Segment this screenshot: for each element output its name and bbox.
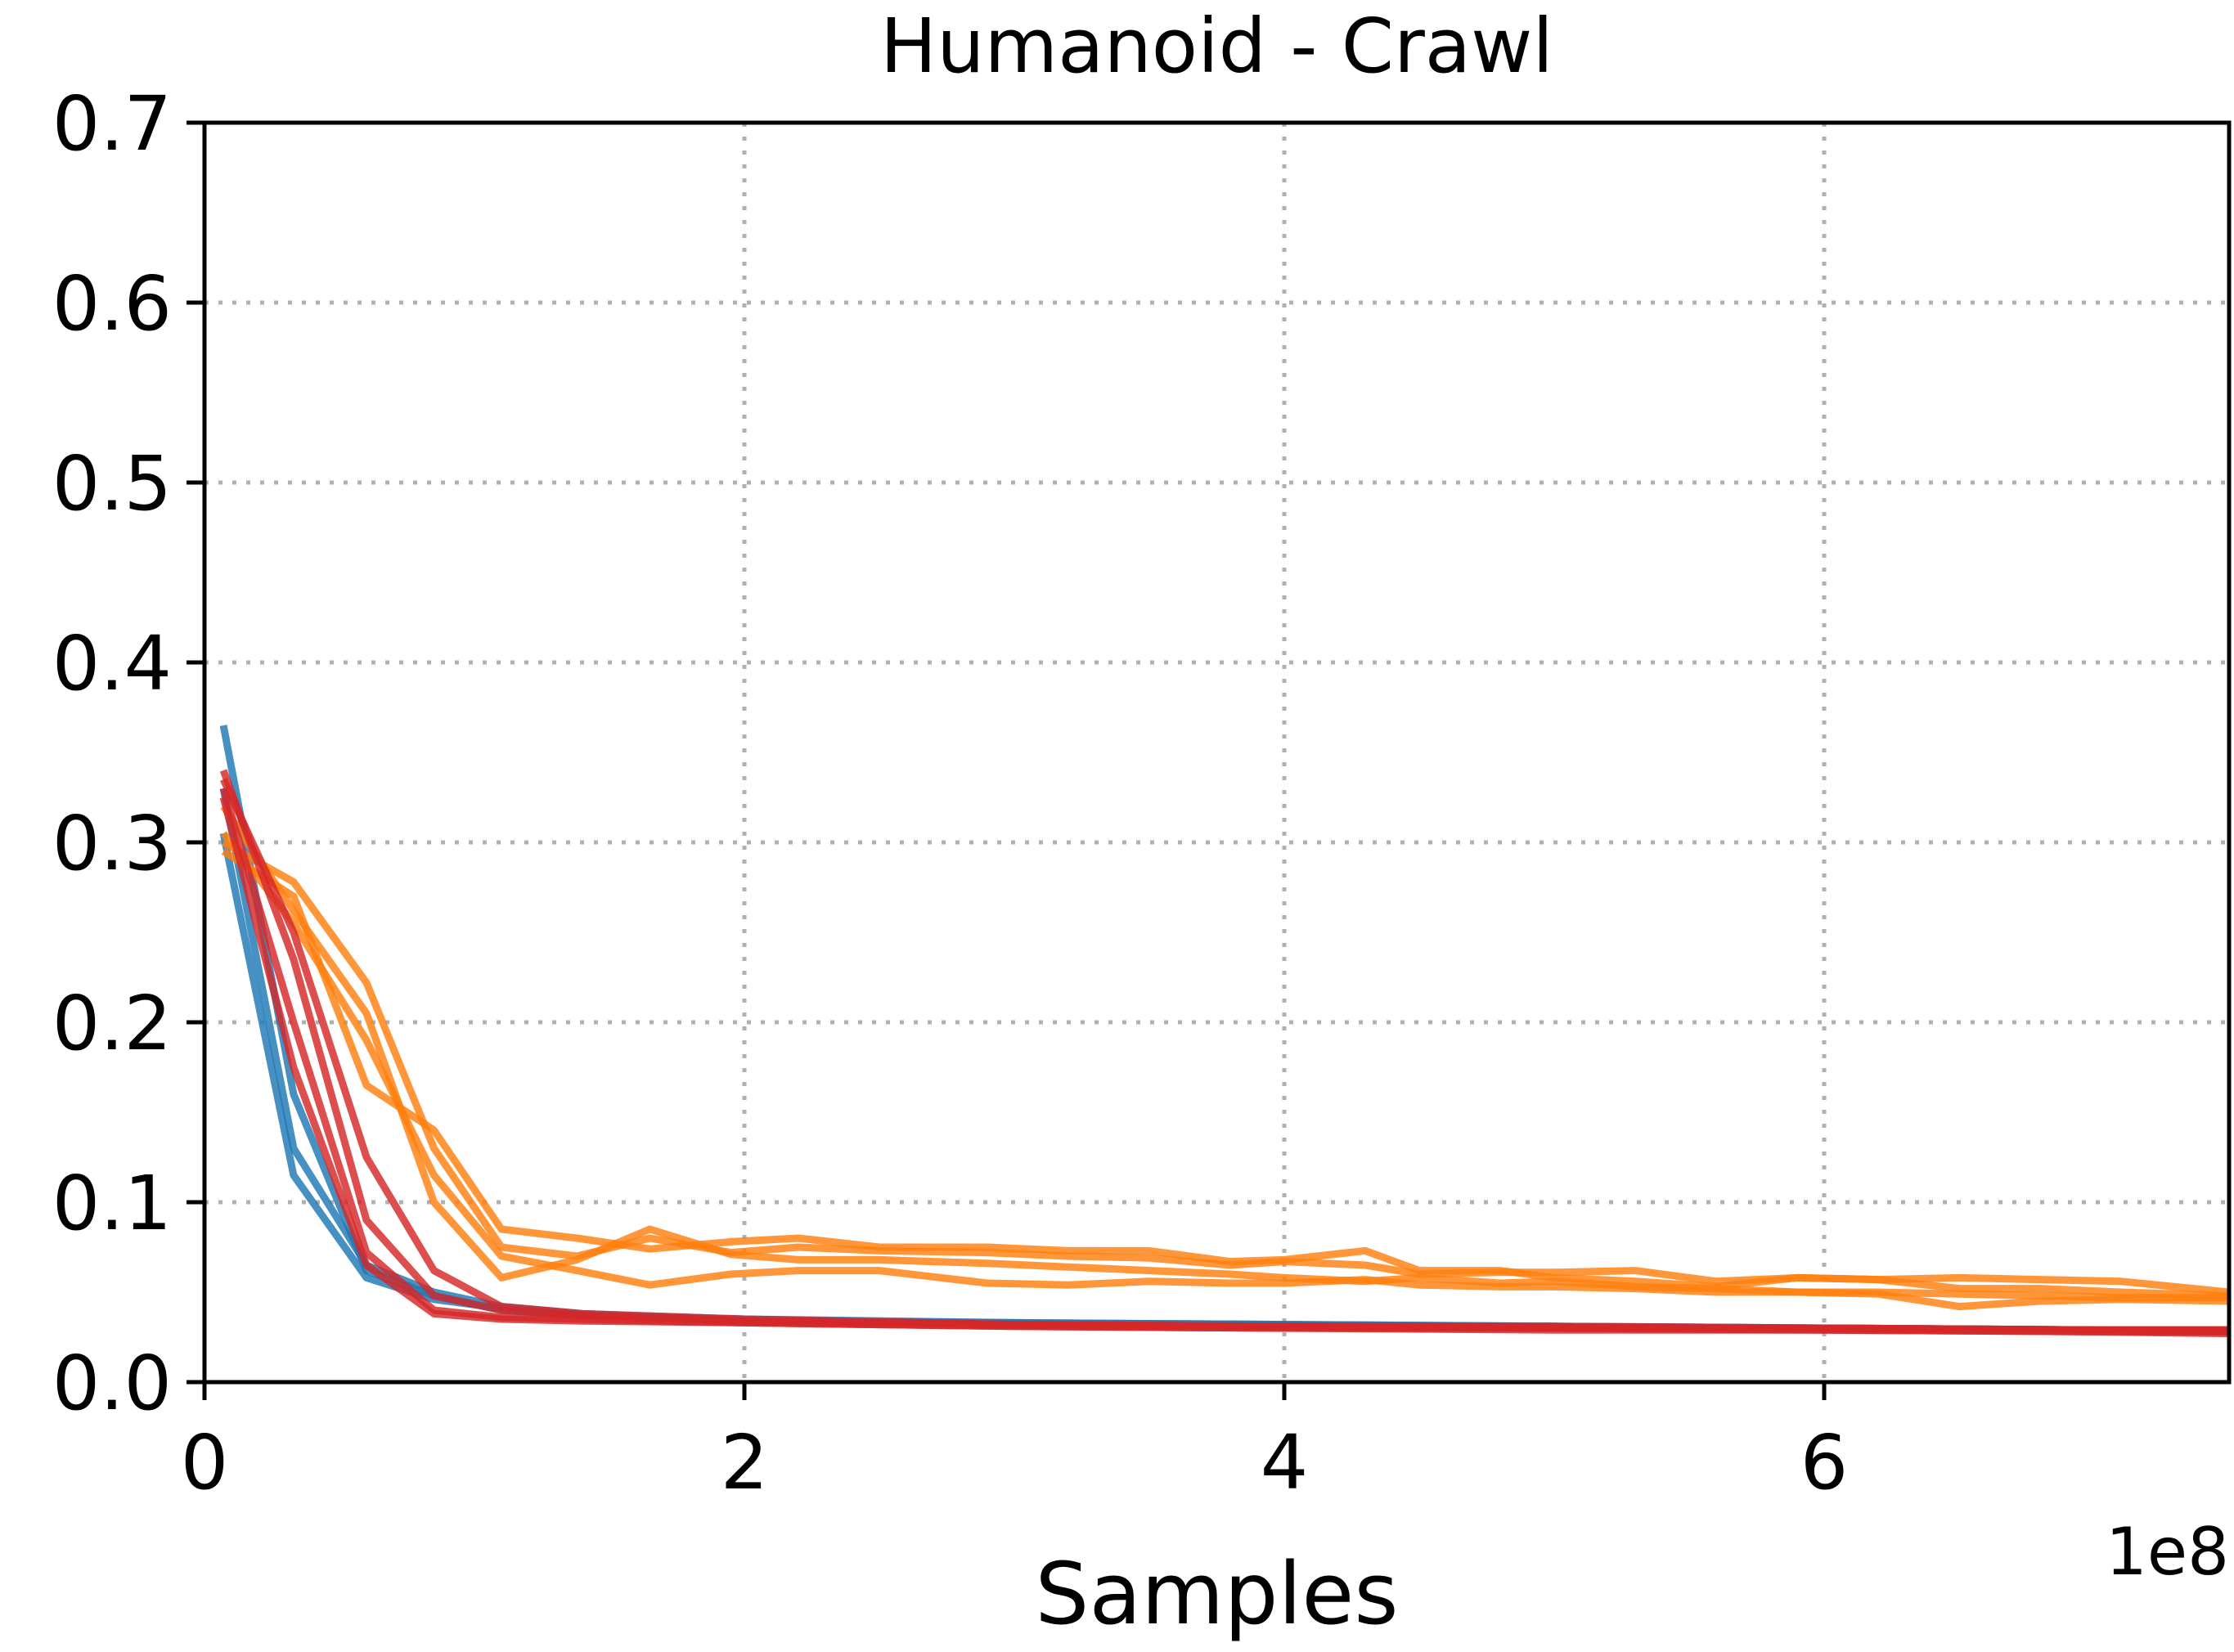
chart-title: Humanoid - Crawl: [880, 2, 1553, 90]
series-line-7: [220, 831, 2229, 1311]
axes-frame: [202, 120, 2232, 1385]
x-axis-offset-label: 1e8: [2106, 1514, 2229, 1590]
x-tick-label: 0: [181, 1419, 229, 1506]
axis-ticks: 0 2 4 6 0.0 0.1 0.2 0.3 0.4 0.5 0.6 0.7: [52, 80, 1849, 1506]
y-tick-label: 0.7: [52, 80, 172, 168]
series-line-1: [219, 725, 2229, 1336]
y-tick-label: 0.0: [52, 1340, 172, 1427]
series-line-11: [219, 796, 2229, 1338]
x-axis-label: Samples: [1035, 1544, 1398, 1644]
plot-frame: [202, 120, 2232, 1385]
x-tick-label: 4: [1261, 1419, 1309, 1506]
series-line-5: [221, 848, 2229, 1300]
grid-lines: [205, 120, 2229, 1382]
series-lines: [219, 725, 2229, 1338]
series-line-4: [221, 839, 2229, 1296]
series-line-6: [220, 804, 2229, 1302]
y-tick-label: 0.1: [52, 1160, 172, 1247]
y-tick-label: 0.4: [52, 620, 172, 707]
y-tick-label: 0.2: [52, 980, 172, 1067]
y-tick-label: 0.5: [52, 440, 172, 527]
series-line-8: [219, 769, 2229, 1334]
x-tick-label: 2: [721, 1419, 769, 1506]
y-tick-label: 0.3: [52, 800, 172, 887]
x-tick-label: 6: [1800, 1419, 1849, 1506]
y-tick-label: 0.6: [52, 260, 172, 348]
